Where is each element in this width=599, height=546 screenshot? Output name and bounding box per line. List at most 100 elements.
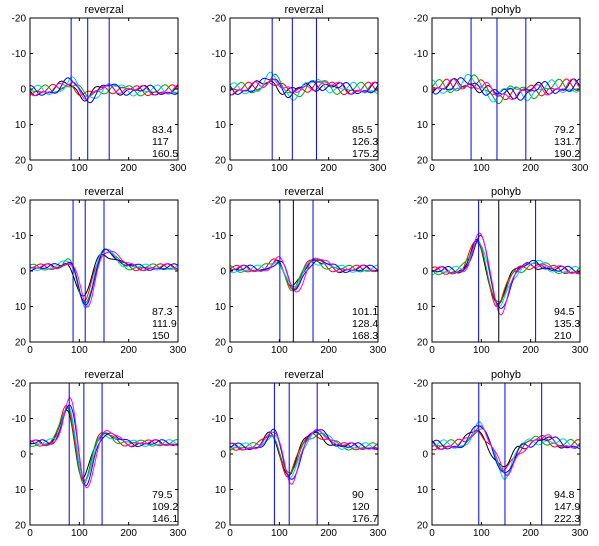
y-tick-label: 20 [15,156,27,167]
latency-label-2: 126.3 [352,136,378,148]
y-tick-label: -10 [414,414,429,425]
trace-6 [30,397,178,489]
trace-4 [30,76,178,99]
trace-3 [230,73,378,98]
latency-label-2: 128.4 [352,318,378,330]
y-tick-label: -20 [212,379,227,390]
x-tick-label: 200 [120,345,137,356]
y-tick-label: 0 [422,450,428,461]
y-tick-label: -20 [12,14,27,25]
panel-title: pohyb [491,186,521,198]
traces [432,421,580,480]
y-tick-label: -10 [414,231,429,242]
trace-6 [432,425,580,477]
trace-2 [432,429,580,471]
x-tick-label: 200 [320,528,337,539]
trace-2 [432,241,580,308]
y-tick-label: -10 [414,49,429,60]
y-tick-label: 0 [220,267,226,278]
latency-label-2: 120 [352,501,370,513]
y-tick-label: -10 [212,231,227,242]
panel-title: reverzal [84,4,123,16]
trace-5 [30,77,178,104]
y-tick-label: -10 [212,414,227,425]
trace-5 [230,258,378,291]
y-tick-label: -20 [212,14,227,25]
y-tick-label: -10 [12,231,27,242]
panel-title: reverzal [284,369,323,381]
y-tick-label: -20 [12,196,27,207]
panel-title: reverzal [84,186,123,198]
y-tick-label: -20 [414,14,429,25]
x-tick-label: 300 [572,345,589,356]
trace-6 [432,78,580,101]
y-tick-label: -20 [414,196,429,207]
latency-label-3: 190.2 [554,148,580,160]
latency-label-2: 117 [152,136,169,148]
x-tick-label: 300 [170,528,187,539]
latency-label-1: 85.5 [352,124,373,136]
latency-label-3: 175.2 [352,148,378,160]
y-tick-label: 10 [417,120,429,131]
x-tick-label: 0 [227,345,233,356]
x-tick-label: 100 [473,163,490,174]
trace-5 [230,428,378,480]
x-tick-label: 100 [473,528,490,539]
x-tick-label: 200 [320,345,337,356]
trace-4 [230,261,378,287]
panel-title: pohyb [491,369,521,381]
y-tick-label: 10 [417,302,429,313]
latency-label-3: 150 [152,330,170,342]
y-tick-label: -10 [12,414,27,425]
y-tick-label: 0 [20,267,26,278]
trace-3 [30,407,178,485]
y-tick-label: 0 [220,85,226,96]
x-tick-label: 200 [522,163,539,174]
y-tick-label: 10 [215,120,227,131]
latency-label-1: 83.4 [152,124,173,136]
x-tick-label: 100 [473,345,490,356]
trace-4 [230,71,378,101]
trace-1 [230,431,378,476]
y-tick-label: 10 [15,120,27,131]
x-tick-label: 200 [522,345,539,356]
y-tick-label: 0 [220,450,226,461]
latency-label-3: 146.1 [152,513,178,525]
panel-title: reverzal [84,369,123,381]
latency-label-2: 135.3 [554,318,580,330]
trace-4 [432,73,580,103]
x-tick-label: 300 [572,163,589,174]
latency-label-3: 210 [554,330,572,342]
trace-6 [432,232,580,316]
traces [30,397,178,489]
trace-2 [230,433,378,478]
latency-label-1: 94.8 [554,489,575,501]
latency-label-3: 160.5 [152,148,178,160]
x-tick-label: 0 [27,528,33,539]
y-tick-label: 10 [215,485,227,496]
latency-label-2: 109.2 [152,501,178,513]
panel-title: reverzal [284,4,323,16]
y-tick-label: 0 [422,267,428,278]
trace-5 [230,77,378,99]
y-tick-label: -20 [12,379,27,390]
x-tick-label: 300 [370,163,387,174]
y-tick-label: 10 [215,302,227,313]
x-tick-label: 100 [271,345,288,356]
latency-label-1: 87.3 [152,306,173,318]
x-tick-label: 300 [370,528,387,539]
trace-6 [230,78,378,96]
y-tick-label: 0 [422,85,428,96]
trace-6 [230,428,378,485]
x-tick-label: 100 [71,345,88,356]
latency-label-1: 101.1 [352,306,378,318]
traces [230,71,378,101]
